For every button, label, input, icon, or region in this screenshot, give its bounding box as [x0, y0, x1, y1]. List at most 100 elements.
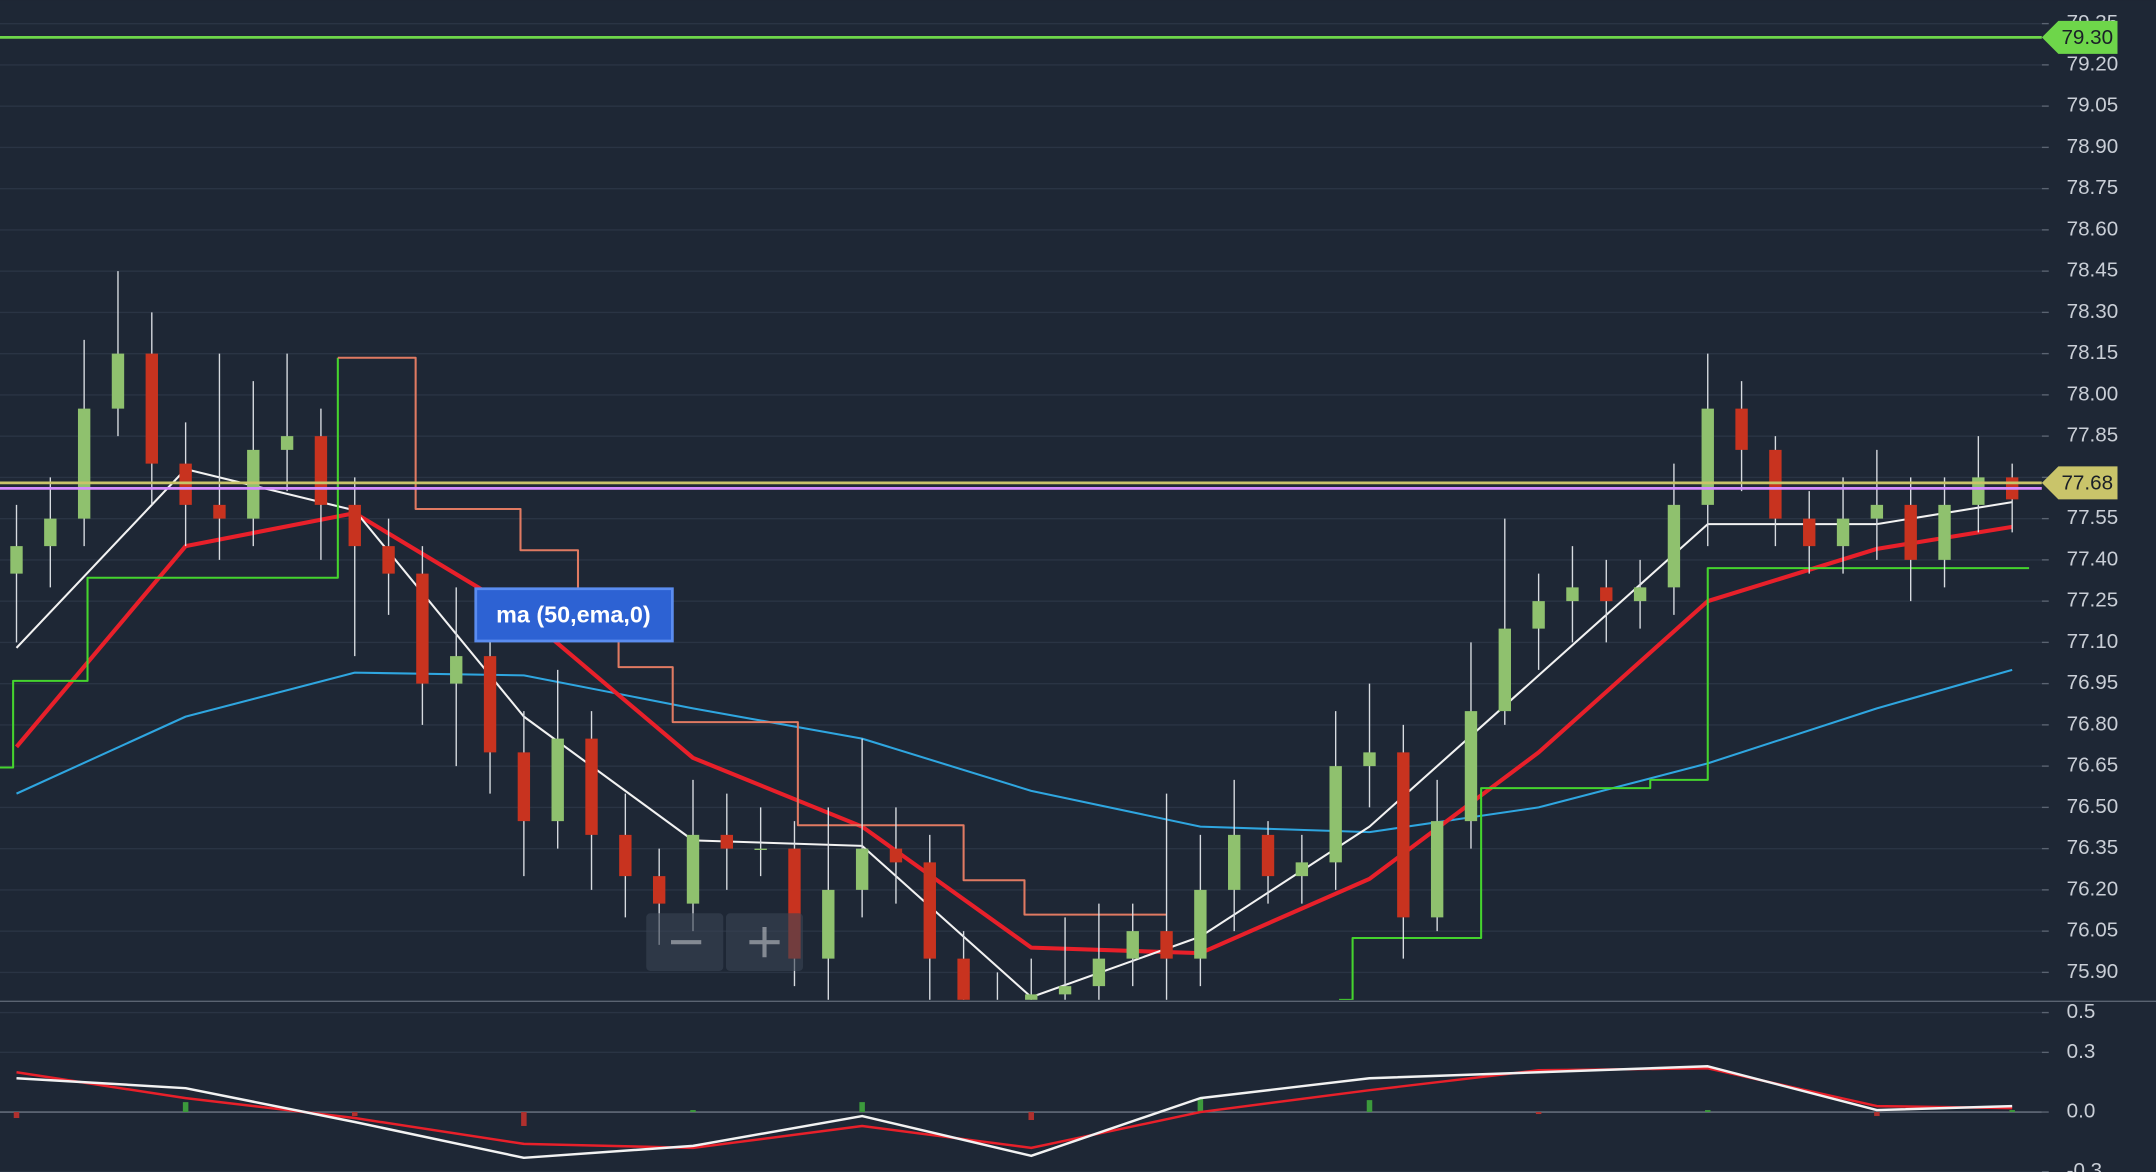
- y-tick-label: 78.00: [2067, 382, 2119, 405]
- candle-body: [1058, 986, 1072, 995]
- candle-body: [1938, 504, 1951, 560]
- candle-body: [111, 353, 125, 409]
- candle-body: [1566, 587, 1579, 602]
- candle-body: [1194, 889, 1207, 959]
- candle-body: [1430, 821, 1444, 918]
- y-tick-label: 76.65: [2067, 754, 2119, 777]
- histogram-bar: [1028, 1112, 1034, 1121]
- price-tag: [2041, 20, 2118, 54]
- candle-body: [1870, 504, 1884, 519]
- candle-body: [923, 862, 936, 959]
- candle-body: [1735, 408, 1748, 450]
- oscillator-plot: [13, 1065, 2015, 1160]
- histogram-bar: [1197, 1098, 1204, 1113]
- histogram-bar: [13, 1112, 20, 1119]
- candle-body: [1363, 752, 1376, 767]
- histogram-bar: [859, 1102, 865, 1113]
- y-tick-label: 77.55: [2067, 506, 2119, 529]
- price-tags: 79.30 77.68: [2041, 20, 2118, 500]
- candle-body: [652, 876, 666, 904]
- y-tick-label: 77.25: [2067, 589, 2119, 612]
- zoom-controls: [646, 913, 803, 971]
- indicator-line: [337, 356, 1167, 916]
- histogram-bar: [182, 1102, 189, 1113]
- y-tick-label: 78.30: [2067, 300, 2119, 323]
- candle-body: [822, 889, 835, 959]
- candle-body: [1532, 601, 1545, 629]
- histogram-bar: [1874, 1112, 1880, 1117]
- histogram-bar: [1705, 1110, 1711, 1113]
- histogram-bar: [352, 1112, 358, 1117]
- y-tick-label: 75.90: [2067, 960, 2119, 983]
- candle-body: [957, 958, 970, 1000]
- candle-body: [1701, 408, 1714, 505]
- indicator-line: [0, 357, 2030, 1000]
- candle-body: [619, 834, 632, 877]
- candle-body: [280, 436, 294, 450]
- candle-body: [1600, 587, 1613, 602]
- candle-body: [720, 834, 734, 849]
- indicator-line: [16, 1065, 2013, 1160]
- candle-body: [1092, 958, 1106, 987]
- histogram-bar: [690, 1110, 696, 1113]
- candle-body: [1126, 931, 1139, 959]
- y-tick-label: 78.15: [2067, 341, 2119, 364]
- candle-body: [686, 834, 700, 904]
- candle-body: [855, 848, 869, 890]
- candle-body: [44, 518, 57, 547]
- price-plot: [0, 36, 2042, 1000]
- histogram-bar: [521, 1112, 527, 1126]
- y-tick-label: 76.05: [2067, 919, 2119, 942]
- candle-body: [889, 848, 903, 863]
- candle-body: [382, 546, 395, 574]
- tooltip-text: ma (50,ema,0): [496, 601, 651, 627]
- y-tick-label: 76.95: [2067, 671, 2119, 694]
- candle-body: [1329, 766, 1342, 863]
- candle-body: [450, 656, 463, 684]
- candle-body: [754, 848, 767, 850]
- y-tick-label: 78.90: [2067, 135, 2119, 158]
- candle-body: [1836, 518, 1850, 547]
- candle-body: [1228, 834, 1241, 890]
- indicator-line: [16, 1067, 2013, 1150]
- candle-body: [1803, 518, 1816, 547]
- tooltip-box: [474, 587, 674, 643]
- y-tick-label: 76.80: [2067, 712, 2119, 735]
- y-tick-label: 77.40: [2067, 547, 2119, 570]
- price-tag-label: 79.30: [2061, 26, 2113, 49]
- price-axis: 75.90 76.05 76.20 76.35 76.50 76.65 76.80 76.95…: [2041, 11, 2119, 1172]
- candle-body: [1904, 504, 1917, 560]
- candle-body: [1295, 862, 1309, 877]
- candle-body: [314, 436, 328, 505]
- candle-body: [1160, 931, 1173, 959]
- candle-body: [1261, 834, 1275, 877]
- y-tick-label: 79.05: [2067, 94, 2119, 117]
- price-tag-label: 77.68: [2061, 472, 2113, 495]
- histogram-bar: [1366, 1100, 1373, 1113]
- candle-body: [483, 656, 497, 753]
- y-tick-label: 79.20: [2067, 52, 2119, 75]
- candle-body: [348, 504, 361, 547]
- y-tick-label: 78.60: [2067, 217, 2119, 240]
- y-tick-label: 76.35: [2067, 836, 2119, 859]
- candle-body: [10, 546, 23, 574]
- y-tick-label: 78.45: [2067, 259, 2119, 282]
- y-tick-label: 77.85: [2067, 424, 2119, 447]
- candle-body: [1667, 504, 1681, 588]
- histogram-bar: [2009, 1110, 2015, 1113]
- y-tick-label: 0.0: [2067, 1100, 2096, 1123]
- candle-body: [77, 408, 91, 519]
- candle-body: [1397, 752, 1410, 918]
- histogram-bar: [1535, 1112, 1542, 1115]
- candle-body: [213, 504, 226, 519]
- price-tag: [2041, 466, 2118, 500]
- candle-body: [145, 353, 158, 464]
- candle-body: [551, 738, 564, 822]
- indicator-tooltip: ma (50,ema,0): [474, 587, 674, 643]
- candle-body: [1633, 587, 1647, 602]
- y-tick-label: 76.20: [2067, 877, 2119, 900]
- candle-body: [585, 738, 598, 835]
